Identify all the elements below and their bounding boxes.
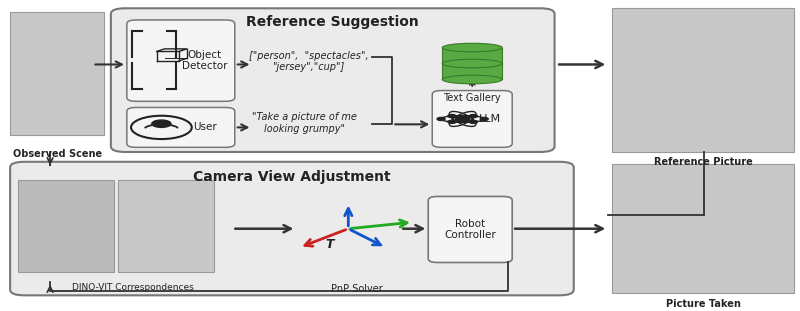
FancyBboxPatch shape: [612, 164, 794, 293]
Circle shape: [470, 120, 478, 123]
Circle shape: [448, 120, 456, 123]
Circle shape: [470, 114, 478, 118]
FancyBboxPatch shape: [432, 91, 512, 147]
Text: Reference Picture: Reference Picture: [654, 157, 753, 167]
Text: "Take a picture of me
looking grumpy": "Take a picture of me looking grumpy": [252, 112, 357, 134]
Ellipse shape: [442, 59, 502, 68]
FancyBboxPatch shape: [442, 63, 502, 80]
Text: Picture Taken: Picture Taken: [666, 299, 741, 309]
FancyBboxPatch shape: [111, 8, 554, 152]
FancyBboxPatch shape: [127, 20, 234, 101]
Text: Camera View Adjustment: Camera View Adjustment: [193, 170, 390, 184]
Text: PnP Solver: PnP Solver: [330, 284, 382, 294]
Text: Text Gallery: Text Gallery: [443, 93, 501, 103]
Ellipse shape: [442, 43, 502, 52]
Text: Object
Detector: Object Detector: [182, 50, 227, 72]
Circle shape: [455, 116, 470, 122]
Ellipse shape: [442, 75, 502, 84]
Circle shape: [152, 120, 171, 128]
FancyBboxPatch shape: [118, 179, 214, 272]
FancyBboxPatch shape: [442, 48, 502, 63]
Text: User: User: [193, 123, 217, 132]
FancyBboxPatch shape: [18, 179, 114, 272]
Text: Robot
Controller: Robot Controller: [444, 219, 496, 240]
FancyBboxPatch shape: [612, 8, 794, 152]
FancyBboxPatch shape: [127, 107, 234, 147]
FancyBboxPatch shape: [10, 12, 105, 135]
Text: LLM: LLM: [478, 114, 501, 124]
Circle shape: [480, 118, 488, 120]
Text: DINO-VIT Correspondences: DINO-VIT Correspondences: [71, 282, 194, 291]
Circle shape: [437, 118, 445, 120]
Circle shape: [448, 114, 456, 118]
Text: ["person",  "spectacles",
"jersey","cup"]: ["person", "spectacles", "jersey","cup"]: [249, 51, 368, 72]
FancyBboxPatch shape: [428, 197, 512, 262]
Text: Reference Suggestion: Reference Suggestion: [246, 15, 419, 29]
FancyBboxPatch shape: [10, 162, 574, 295]
Text: T: T: [325, 239, 334, 251]
Text: Observed Scene: Observed Scene: [13, 149, 102, 159]
